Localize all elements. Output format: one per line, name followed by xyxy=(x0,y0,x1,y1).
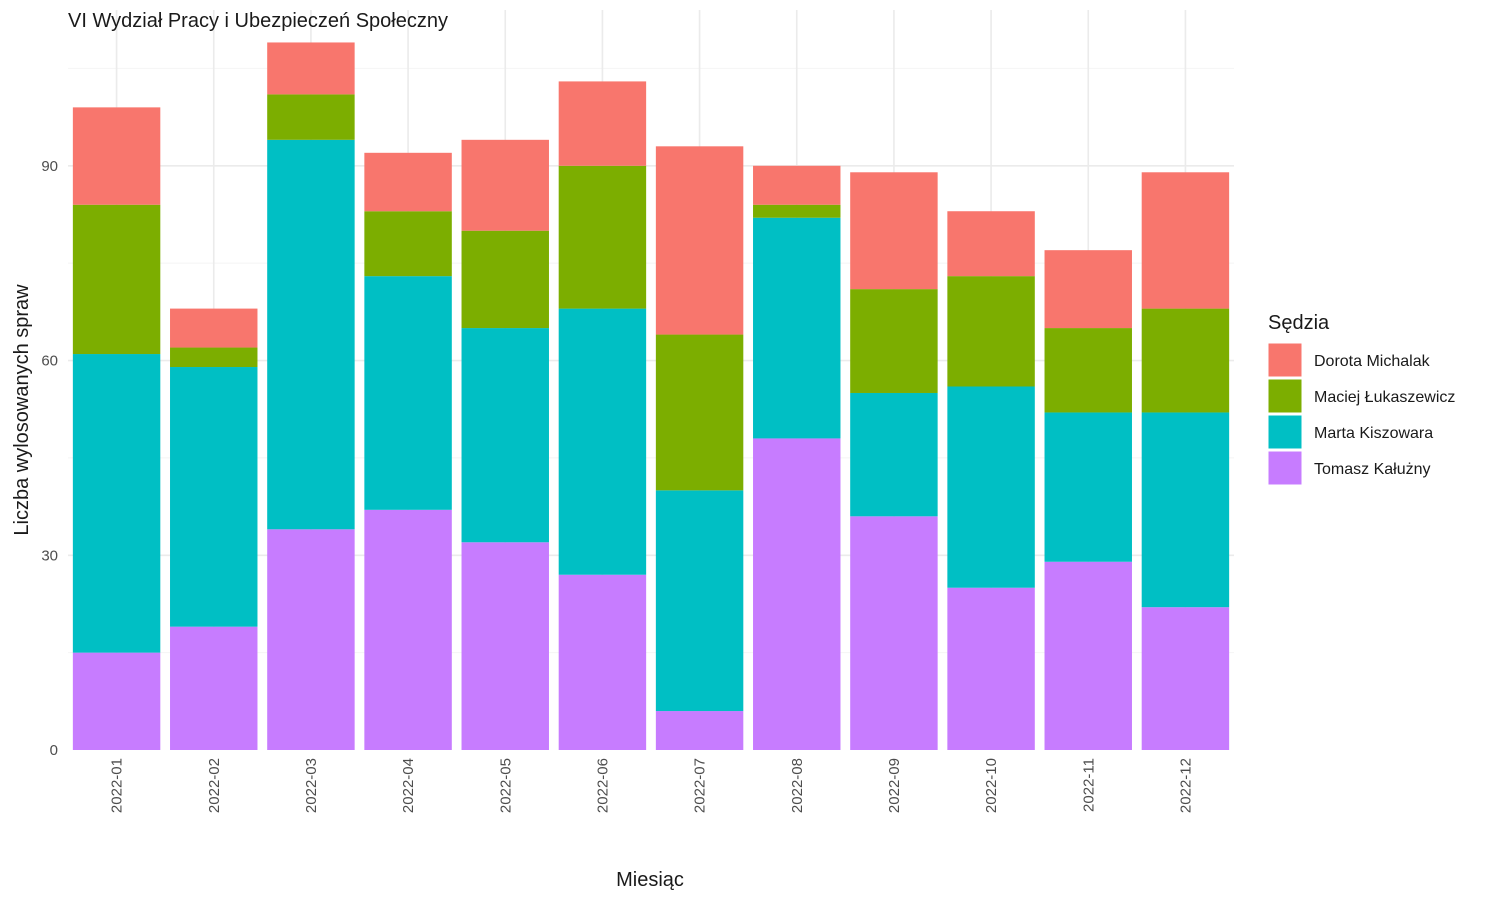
bar-dorota-michalak-2022-04 xyxy=(364,152,452,212)
bar-maciej-łukaszewicz-2022-12 xyxy=(1141,308,1230,413)
x-tick-label: 2022-06 xyxy=(594,758,611,813)
y-axis-title: Liczba wylosowanych spraw xyxy=(11,284,33,536)
legend-swatch xyxy=(1267,414,1303,450)
y-tick-label: 90 xyxy=(41,158,58,175)
bar-tomasz-kałużny-2022-05 xyxy=(461,542,549,750)
legend-title: Sędzia xyxy=(1268,312,1330,334)
bars xyxy=(72,42,1230,750)
bar-dorota-michalak-2022-03 xyxy=(267,42,355,95)
bar-maciej-łukaszewicz-2022-02 xyxy=(170,347,258,368)
x-tick-label: 2022-05 xyxy=(497,758,514,813)
bar-marta-kiszowara-2022-03 xyxy=(267,139,355,530)
legend-swatch xyxy=(1267,378,1303,414)
x-tick-label: 2022-03 xyxy=(303,758,320,813)
bar-marta-kiszowara-2022-08 xyxy=(753,217,841,439)
bar-maciej-łukaszewicz-2022-08 xyxy=(753,204,841,218)
bar-maciej-łukaszewicz-2022-03 xyxy=(267,94,355,140)
y-tick-label: 30 xyxy=(41,547,58,564)
bar-marta-kiszowara-2022-01 xyxy=(72,354,161,653)
legend-label: Maciej Łukaszewicz xyxy=(1314,389,1455,406)
bar-dorota-michalak-2022-05 xyxy=(461,139,549,231)
bar-dorota-michalak-2022-10 xyxy=(947,211,1035,277)
bar-tomasz-kałużny-2022-01 xyxy=(72,652,161,750)
bar-marta-kiszowara-2022-11 xyxy=(1044,412,1132,562)
x-tick-label: 2022-10 xyxy=(983,758,1000,813)
bar-tomasz-kałużny-2022-04 xyxy=(364,509,452,750)
y-tick-label: 0 xyxy=(50,742,58,759)
bar-dorota-michalak-2022-02 xyxy=(170,308,258,348)
legend-label: Marta Kiszowara xyxy=(1314,425,1433,442)
y-axis-ticks: 0 30 60 90 xyxy=(41,158,58,759)
bar-marta-kiszowara-2022-10 xyxy=(947,386,1035,588)
bar-dorota-michalak-2022-12 xyxy=(1141,172,1230,309)
x-tick-label: 2022-02 xyxy=(206,758,223,813)
legend-label: Tomasz Kałużny xyxy=(1314,461,1431,478)
bar-tomasz-kałużny-2022-06 xyxy=(558,574,647,750)
bar-tomasz-kałużny-2022-11 xyxy=(1044,561,1132,750)
bar-maciej-łukaszewicz-2022-09 xyxy=(850,289,938,393)
bar-maciej-łukaszewicz-2022-04 xyxy=(364,211,452,277)
x-tick-label: 2022-11 xyxy=(1080,758,1097,812)
bar-marta-kiszowara-2022-05 xyxy=(461,328,549,543)
x-axis-title: Miesiąc xyxy=(616,869,684,891)
bar-marta-kiszowara-2022-12 xyxy=(1141,412,1230,608)
bar-maciej-łukaszewicz-2022-10 xyxy=(947,276,1035,387)
bar-marta-kiszowara-2022-04 xyxy=(364,276,452,510)
bar-marta-kiszowara-2022-09 xyxy=(850,392,938,517)
legend-swatch xyxy=(1267,342,1303,378)
bar-tomasz-kałużny-2022-07 xyxy=(655,711,744,750)
bar-tomasz-kałużny-2022-12 xyxy=(1141,607,1230,750)
legend: Sędzia Dorota Michalak Maciej Łukaszewicz… xyxy=(1267,312,1455,486)
bar-maciej-łukaszewicz-2022-05 xyxy=(461,230,549,329)
bar-dorota-michalak-2022-11 xyxy=(1044,250,1132,329)
x-tick-label: 2022-04 xyxy=(400,758,417,813)
bar-dorota-michalak-2022-06 xyxy=(558,81,647,166)
x-tick-label: 2022-12 xyxy=(1177,758,1194,813)
bar-maciej-łukaszewicz-2022-07 xyxy=(655,334,744,491)
bar-dorota-michalak-2022-01 xyxy=(72,107,161,205)
bar-dorota-michalak-2022-07 xyxy=(655,146,744,335)
x-tick-label: 2022-08 xyxy=(789,758,806,813)
x-axis-ticks: 2022-01 2022-02 2022-03 2022-04 2022-05 2022-… xyxy=(109,758,1195,813)
x-tick-label: 2022-01 xyxy=(109,758,126,813)
bar-tomasz-kałużny-2022-02 xyxy=(170,626,258,750)
bar-marta-kiszowara-2022-06 xyxy=(558,308,647,575)
bar-dorota-michalak-2022-08 xyxy=(753,165,841,205)
y-tick-label: 60 xyxy=(41,353,58,370)
bar-tomasz-kałużny-2022-09 xyxy=(850,516,938,750)
bar-marta-kiszowara-2022-07 xyxy=(655,490,744,712)
x-tick-label: 2022-09 xyxy=(886,758,903,813)
bar-maciej-łukaszewicz-2022-01 xyxy=(72,204,161,355)
bar-tomasz-kałużny-2022-08 xyxy=(753,438,841,750)
x-tick-label: 2022-07 xyxy=(692,758,709,813)
bar-tomasz-kałużny-2022-03 xyxy=(267,529,355,750)
bar-dorota-michalak-2022-09 xyxy=(850,172,938,290)
bar-tomasz-kałużny-2022-10 xyxy=(947,587,1035,750)
chart-title: VI Wydział Pracy i Ubezpieczeń Społeczny xyxy=(68,10,448,32)
legend-swatch xyxy=(1267,450,1303,486)
bar-maciej-łukaszewicz-2022-11 xyxy=(1044,328,1132,413)
bar-maciej-łukaszewicz-2022-06 xyxy=(558,165,647,309)
bar-marta-kiszowara-2022-02 xyxy=(170,367,258,627)
legend-label: Dorota Michalak xyxy=(1314,353,1431,370)
